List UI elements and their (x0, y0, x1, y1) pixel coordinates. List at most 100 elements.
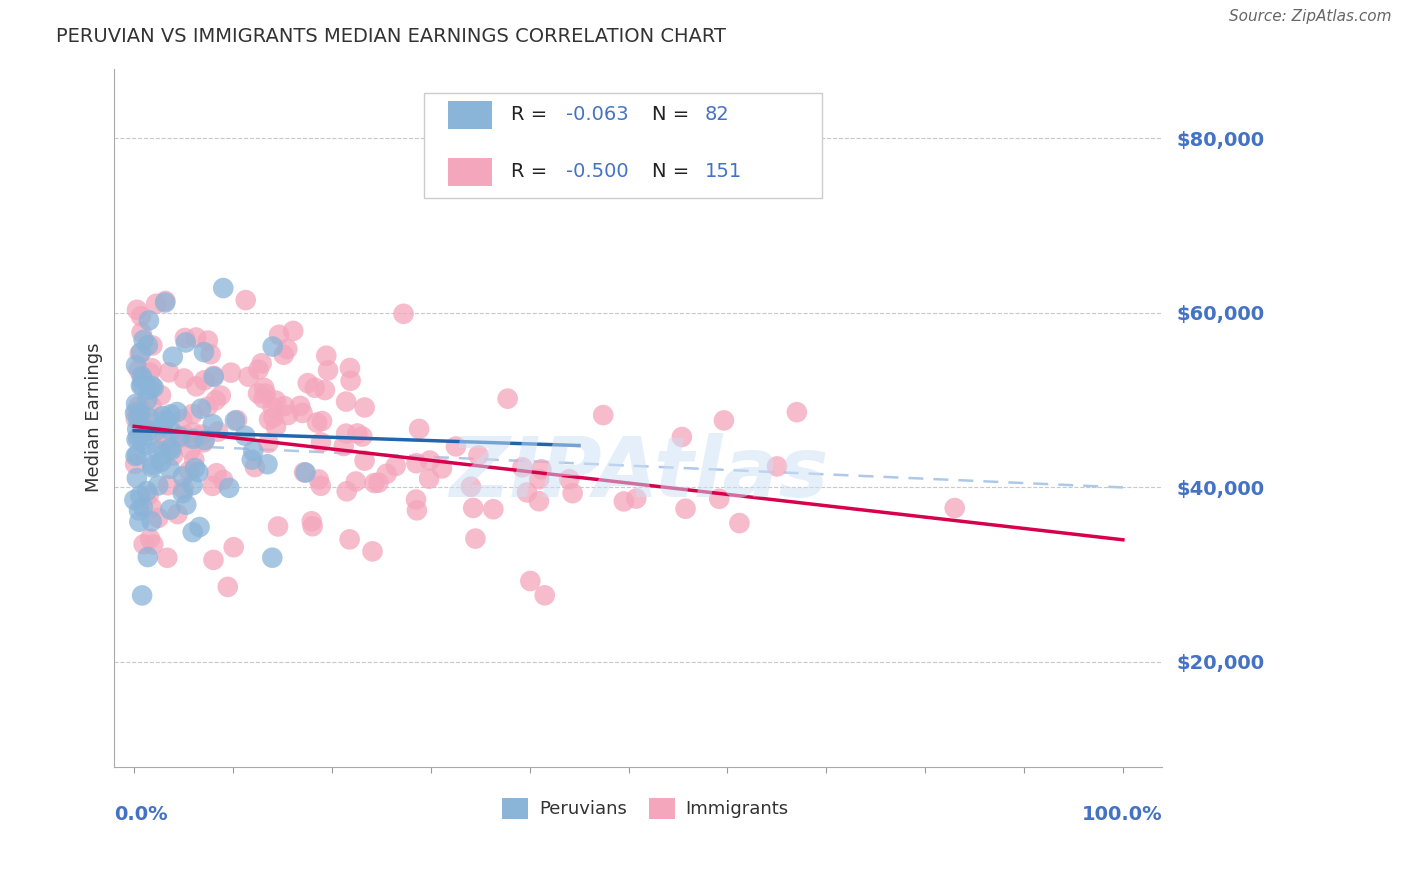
Point (136, 338, 159, 352)
Point (131, 589, 153, 603)
Point (131, 413, 153, 427)
Text: -0.500: -0.500 (567, 162, 628, 181)
Point (516, 485, 538, 500)
Point (132, 500, 155, 514)
Point (276, 342, 298, 356)
Point (786, 405, 808, 419)
Point (197, 334, 219, 348)
Point (142, 458, 165, 472)
Point (201, 479, 224, 493)
FancyBboxPatch shape (650, 798, 675, 819)
Text: Immigrants: Immigrants (686, 799, 789, 818)
Point (128, 346, 150, 360)
Point (187, 465, 209, 479)
Point (152, 418, 174, 433)
Point (150, 455, 173, 469)
Point (392, 307, 415, 321)
Point (209, 388, 232, 402)
FancyBboxPatch shape (502, 798, 529, 819)
Point (169, 431, 191, 445)
Point (243, 460, 266, 475)
Point (219, 366, 242, 380)
Point (460, 480, 482, 494)
Point (309, 479, 332, 493)
Point (766, 459, 789, 474)
Point (430, 461, 453, 475)
Text: 0.0%: 0.0% (114, 805, 169, 824)
Point (148, 478, 170, 492)
Point (212, 473, 235, 487)
Point (346, 426, 368, 441)
Point (250, 356, 273, 370)
Point (339, 361, 361, 376)
Point (292, 465, 315, 479)
Point (264, 419, 287, 434)
Point (405, 456, 427, 470)
Point (153, 295, 176, 310)
FancyBboxPatch shape (423, 93, 823, 198)
Text: 151: 151 (704, 162, 742, 181)
Point (193, 373, 215, 387)
Point (301, 519, 323, 533)
Point (353, 453, 375, 467)
Text: Source: ZipAtlas.com: Source: ZipAtlas.com (1229, 9, 1392, 24)
Point (142, 380, 165, 394)
Point (153, 429, 176, 443)
Point (135, 438, 157, 452)
Point (304, 381, 326, 395)
Point (141, 399, 163, 413)
Point (125, 471, 148, 485)
Point (262, 410, 284, 425)
Point (202, 553, 225, 567)
Point (273, 399, 295, 413)
Point (728, 516, 751, 530)
Point (160, 424, 183, 438)
Point (138, 313, 160, 327)
Point (155, 413, 177, 427)
Point (128, 515, 150, 529)
Text: N =: N = (652, 105, 696, 124)
Point (179, 443, 201, 458)
Point (262, 401, 284, 415)
Point (626, 491, 648, 506)
Point (212, 281, 235, 295)
Point (305, 416, 328, 430)
Point (253, 381, 276, 395)
Point (519, 574, 541, 588)
Point (174, 498, 197, 512)
Point (131, 369, 153, 384)
Point (131, 433, 153, 447)
Point (204, 393, 226, 408)
Text: Peruvians: Peruvians (538, 799, 627, 818)
Point (530, 462, 553, 476)
Point (375, 467, 398, 481)
Text: R =: R = (510, 105, 553, 124)
Point (141, 460, 163, 475)
Point (145, 423, 167, 437)
Point (288, 399, 311, 413)
Point (129, 309, 152, 323)
Point (316, 363, 339, 377)
Point (226, 413, 249, 427)
Point (125, 433, 148, 447)
Point (141, 379, 163, 393)
Point (406, 503, 429, 517)
Point (262, 340, 284, 354)
Point (132, 333, 155, 347)
Point (173, 371, 195, 385)
Point (166, 405, 188, 419)
Point (150, 388, 173, 402)
Point (464, 532, 486, 546)
Point (186, 379, 208, 393)
Point (136, 392, 159, 407)
Point (162, 449, 184, 463)
Point (148, 511, 170, 525)
Point (709, 491, 731, 506)
Point (367, 475, 389, 490)
Point (419, 453, 441, 467)
Point (294, 466, 316, 480)
Point (125, 397, 148, 411)
Point (124, 457, 146, 471)
Point (240, 452, 263, 467)
Point (247, 386, 270, 401)
